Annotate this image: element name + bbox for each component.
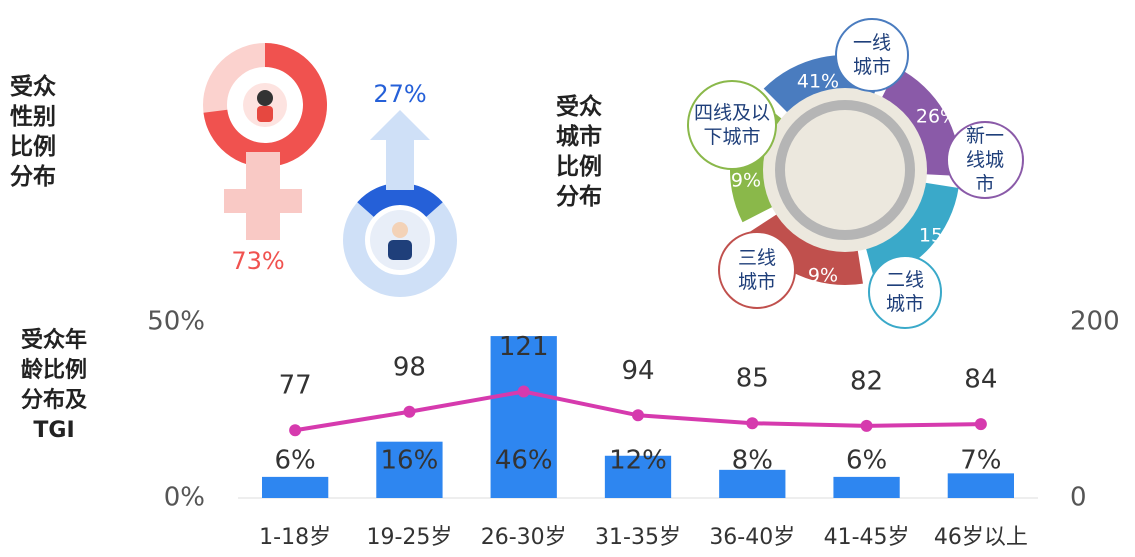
x-tick-label: 46岁以上	[934, 525, 1028, 550]
city-share: 15%	[919, 225, 961, 247]
line-point	[289, 424, 301, 436]
bar-value-label: 46%	[495, 446, 553, 476]
x-tick-label: 19-25岁	[366, 525, 452, 550]
x-tick-label: 31-35岁	[595, 525, 681, 550]
bar	[833, 477, 899, 498]
city-name: 一线城市	[853, 31, 891, 79]
male-symbol	[370, 110, 430, 190]
line-point	[632, 409, 644, 421]
section-title: 受众年龄比例分布及TGI	[18, 326, 90, 446]
chart: 73% 27% 41% 26% 15% 9% 9% 0% 50% 0 200 1-18岁 19-25岁 2…	[0, 0, 1135, 557]
female-icon	[257, 90, 273, 106]
line-point	[861, 420, 873, 432]
line-point	[746, 417, 758, 429]
line-value-label: 82	[850, 366, 883, 396]
section-title: 受众性别比例分布	[10, 72, 58, 192]
city-share: 9%	[808, 265, 838, 287]
city-name: 四线及以下城市	[694, 101, 770, 149]
section-title: 受众城市比例分布	[556, 92, 604, 212]
bar-value-label: 7%	[960, 446, 1001, 476]
female-icon	[257, 106, 273, 122]
bar-value-label: 6%	[275, 446, 316, 476]
city-share: 41%	[797, 71, 839, 93]
line-point	[403, 406, 415, 418]
city-core	[791, 116, 899, 224]
city-share: 9%	[731, 170, 761, 192]
line-value-label: 77	[279, 371, 312, 401]
male-icon	[388, 240, 412, 260]
line-value-label: 94	[621, 356, 654, 386]
male-icon	[392, 222, 408, 238]
line-point	[975, 418, 987, 430]
city-name: 新一线城市	[966, 124, 1004, 196]
line-value-label: 85	[736, 364, 769, 394]
female-label: 73%	[231, 247, 284, 275]
line-value-label: 84	[964, 365, 997, 395]
y2-tick-label: 0	[1070, 483, 1087, 513]
bar-value-label: 8%	[732, 446, 773, 476]
male-label: 27%	[373, 80, 426, 108]
y-tick-label: 50%	[147, 307, 205, 337]
x-tick-label: 26-30岁	[481, 525, 567, 550]
city-share: 26%	[916, 106, 958, 128]
bar-value-label: 16%	[381, 446, 439, 476]
bar	[262, 477, 328, 498]
page: 73% 27% 41% 26% 15% 9% 9% 0% 50% 0 200 1-18岁 19-25岁 2…	[0, 0, 1135, 557]
x-tick-label: 36-40岁	[709, 525, 795, 550]
line-value-label: 98	[393, 352, 426, 382]
bar	[948, 473, 1014, 498]
y-tick-label: 0%	[164, 483, 205, 513]
female-symbol	[224, 189, 302, 213]
x-tick-label: 41-45岁	[824, 525, 910, 550]
x-tick-label: 1-18岁	[259, 525, 331, 550]
bar-value-label: 12%	[609, 446, 667, 476]
line-point	[518, 386, 530, 398]
city-name: 二线城市	[886, 268, 924, 316]
y2-tick-label: 200	[1070, 307, 1120, 337]
city-name: 三线城市	[738, 246, 776, 294]
line-value-label: 121	[499, 332, 549, 362]
bar-value-label: 6%	[846, 446, 887, 476]
